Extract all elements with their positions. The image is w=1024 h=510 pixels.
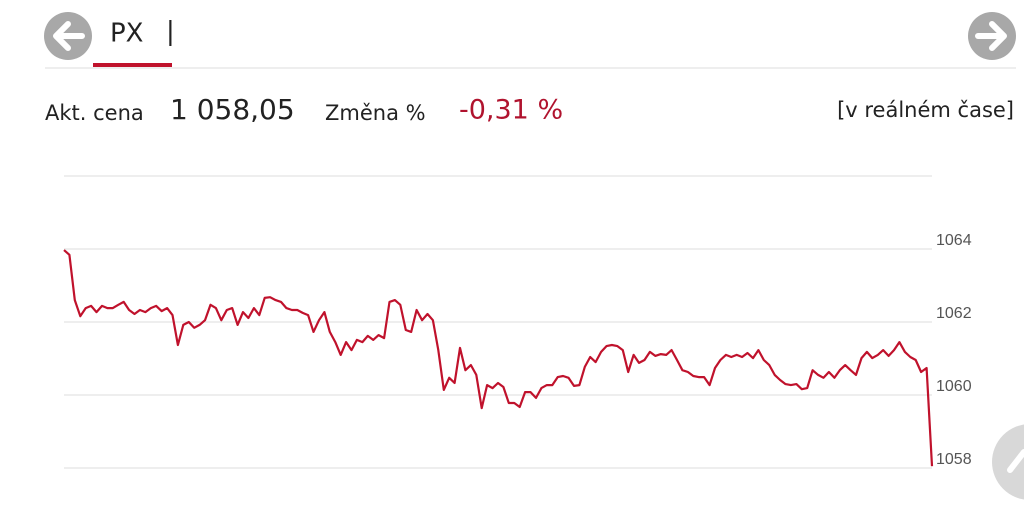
tab-underline [93,63,172,67]
chart: 1058 1060 1062 1064 [63,175,972,469]
price-label: Akt. cena [45,101,144,125]
back-button[interactable] [44,12,92,60]
y-tick-label: 1060 [936,378,972,395]
y-tick-label: 1062 [936,305,972,322]
index-name[interactable]: PX [110,19,144,49]
mode: [v reálném čase] [837,98,1014,122]
price-line [63,249,934,467]
cursor: | [166,17,175,47]
scroll-top-button[interactable] [992,424,1024,500]
change-label: Změna % [325,101,426,125]
price: 1 058,05 [170,93,295,126]
y-tick-label: 1064 [936,232,972,249]
y-tick-label: 1058 [936,451,972,468]
change: -0,31 % [459,95,563,126]
forward-button[interactable] [968,12,1016,60]
